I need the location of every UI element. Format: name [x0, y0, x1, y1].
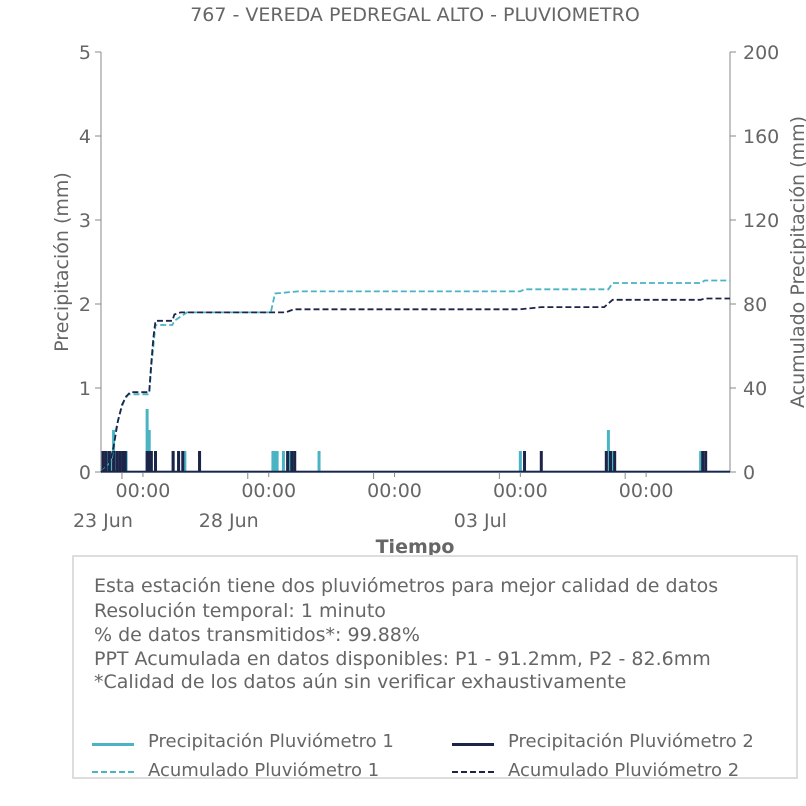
legend-swatch-p1 [92, 743, 134, 746]
legend-label-acc1: Acumulado Pluviómetro 1 [148, 760, 380, 781]
y2-tick-label: 40 [743, 378, 767, 400]
x-tick-label: 00:00 [116, 480, 171, 502]
info-line: PPT Acumulada en datos disponibles: P1 -… [94, 648, 711, 670]
y2-tick-label: 0 [743, 462, 755, 484]
info-line: % de datos transmitidos*: 99.88% [94, 624, 420, 646]
y-tick-label: 2 [79, 294, 91, 316]
x-tick-date-label: 23 Jun [73, 510, 133, 532]
info-line: Esta estación tiene dos pluviómetros par… [94, 575, 719, 597]
x-tick-label: 00:00 [241, 480, 296, 502]
legend-swatch-acc2 [452, 771, 494, 773]
y2-tick-label: 200 [743, 42, 779, 64]
legend-swatch-p2 [452, 743, 494, 746]
x-tick-label: 00:00 [493, 480, 548, 502]
y-tick-label: 4 [79, 126, 91, 148]
rainfall-chart: 767 - VEREDA PEDREGAL ALTO - PLUVIOMETRO… [51, 4, 806, 558]
y-tick-label: 0 [79, 462, 91, 484]
x-axis-label: Tiempo [376, 536, 455, 558]
info-panel: Esta estación tiene dos pluviómetros par… [72, 555, 798, 781]
cumulative-line [100, 297, 730, 473]
y2-tick-label: 160 [743, 126, 779, 148]
x-tick-label: 00:00 [367, 480, 422, 502]
y-axis-label: Precipitación (mm) [51, 172, 73, 352]
legend-label-acc2: Acumulado Pluviómetro 2 [508, 760, 740, 781]
y-tick-label: 1 [79, 378, 91, 400]
x-tick-date-label: 03 Jul [454, 510, 507, 532]
y2-axis-label: Acumulado Precipitación (mm) [787, 116, 806, 408]
x-tick-label: 00:00 [619, 480, 674, 502]
y-tick-label: 5 [79, 42, 91, 64]
info-line: *Calidad de los datos aún sin verificar … [94, 671, 627, 693]
y-tick-label: 3 [79, 210, 91, 232]
y2-tick-label: 80 [743, 294, 767, 316]
y2-tick-label: 120 [743, 210, 779, 232]
x-tick-date-label: 28 Jun [199, 510, 259, 532]
legend-label-p2: Precipitación Pluviómetro 2 [508, 731, 754, 752]
info-line: Resolución temporal: 1 minuto [94, 600, 386, 622]
legend-swatch-acc1 [92, 771, 134, 773]
cumulative-lines [100, 279, 730, 473]
legend-label-p1: Precipitación Pluviómetro 1 [148, 731, 394, 752]
precipitation-bars [101, 409, 730, 473]
chart-title: 767 - VEREDA PEDREGAL ALTO - PLUVIOMETRO [190, 4, 640, 26]
